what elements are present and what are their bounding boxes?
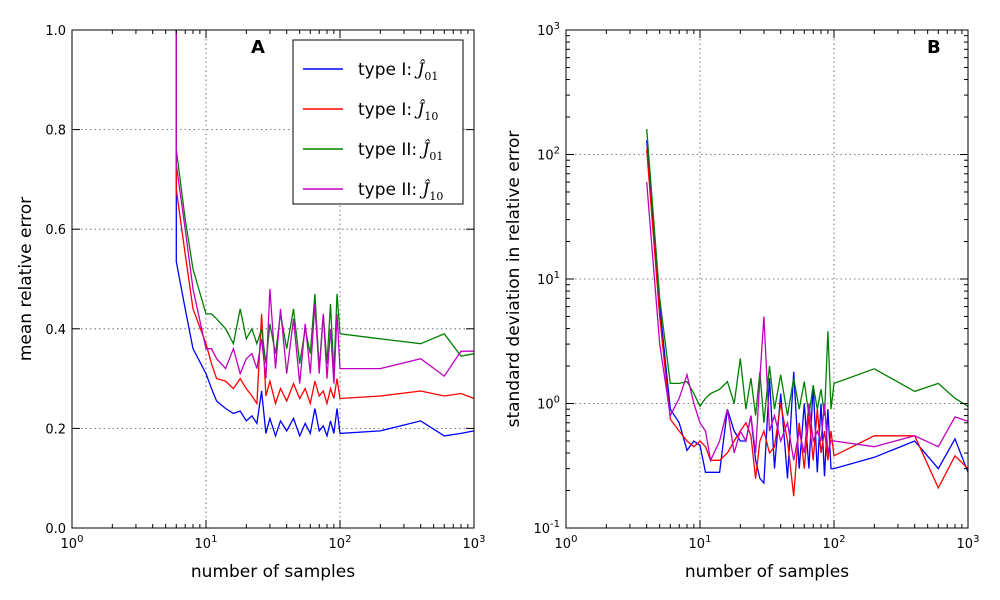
panel-a-x-tick-label-base: 10 [463, 537, 480, 552]
panel-a-xlabel: number of samples [191, 562, 355, 582]
panel-a-x-tick-label: 103 [463, 534, 486, 552]
panel-b-x-tick-label-exponent: 2 [839, 534, 845, 545]
panel-b-x-tick-label-exponent: 1 [705, 534, 711, 545]
legend-label-1: type I: Ĵ01 [358, 60, 438, 83]
panel-b-x-tick-label: 100 [555, 534, 578, 552]
legend-label-text: type II: [358, 180, 423, 200]
panel-a-y-tick-label: 0.8 [45, 124, 66, 139]
legend-label-subscript: 01 [429, 150, 443, 163]
panel-b-x-tick-label: 103 [957, 534, 980, 552]
panel-b-y-tick-label: 101 [537, 270, 560, 288]
legend-label-3: type II: Ĵ01 [358, 140, 443, 163]
legend-label-text: type II: [358, 140, 423, 160]
panel-a-y-tick-label: 0.0 [45, 522, 66, 537]
legend-label-symbol: Ĵ [415, 60, 426, 80]
panel-b-x-tick-label-base: 10 [689, 537, 706, 552]
panel-b-x-tick-label: 101 [689, 534, 712, 552]
panel-a-series-line-3 [175, 30, 474, 374]
panel-a-tag: A [251, 37, 265, 58]
panel-a-x-tick-label: 100 [61, 534, 84, 552]
panel-a-grid [72, 30, 474, 528]
panel-a-x-tick-label-base: 10 [61, 537, 78, 552]
legend-label-text: type I: [358, 60, 418, 80]
panel-b-y-tick-label-base: 10 [537, 24, 554, 39]
panel-a-series-line-4 [175, 30, 474, 384]
legend-label-2: type I: Ĵ10 [358, 100, 438, 123]
panel-b-tag: B [927, 37, 941, 58]
panel-a-series [175, 30, 474, 439]
panel-b-y-tick-label: 10-1 [533, 519, 560, 537]
legend-label-symbol: Ĵ [420, 180, 431, 200]
panel-a-x-tick-label-exponent: 0 [77, 534, 83, 545]
panel-b-axes-frame [565, 29, 969, 529]
panel-a-y-tick-label: 1.0 [45, 24, 66, 39]
panel-b-series-line-2 [646, 149, 968, 497]
panel-b-y-tick-label-base: 10 [533, 522, 550, 537]
legend-label-symbol: Ĵ [415, 100, 426, 120]
panel-b-x-tick-label: 102 [823, 534, 846, 552]
legend-box [292, 39, 464, 205]
panel-b-x-tick-label-base: 10 [555, 537, 572, 552]
panel-b-y-tick-label-exponent: 3 [554, 21, 560, 32]
legend-label-symbol: Ĵ [420, 140, 431, 160]
panel-b-x-tick-label-exponent: 3 [973, 534, 979, 545]
panel-b-xlabel: number of samples [685, 562, 849, 582]
panel-a-x-tick-label-base: 10 [195, 537, 212, 552]
panel-b-x-tick-label-base: 10 [823, 537, 840, 552]
panel-a-ylabel: mean relative error [16, 197, 36, 361]
panel-b-y-tick-label-exponent: 2 [554, 146, 560, 157]
panel-a-x-tick-label-exponent: 3 [479, 534, 485, 545]
panel-b-series-line-3 [646, 129, 968, 423]
panel-b-y-tick-label-exponent: 1 [554, 270, 560, 281]
panel-a-x-tick-label-base: 10 [329, 537, 346, 552]
panel-a-x-tick-label-exponent: 1 [211, 534, 217, 545]
panel-b-y-tick-label-base: 10 [537, 398, 554, 413]
panel-a-y-tick-label: 0.6 [45, 223, 66, 238]
panel-b-y-tick-label: 100 [537, 395, 560, 413]
panel-a-x-tick-label: 101 [195, 534, 218, 552]
panel-a-series-line-1 [175, 30, 474, 439]
legend-label-subscript: 01 [424, 70, 438, 83]
panel-b-y-tick-label: 102 [537, 146, 560, 164]
panel-b-y-tick-label-base: 10 [537, 149, 554, 164]
panel-b-y-tick-label: 103 [537, 21, 560, 39]
panel-a-axes-frame [71, 29, 475, 529]
panel-b-series-line-4 [646, 182, 968, 463]
panel-b-y-tick-label-exponent: -1 [550, 519, 560, 530]
panel-b-series [646, 129, 968, 497]
panel-a-x-tick-label-exponent: 2 [345, 534, 351, 545]
panel-b-grid [566, 30, 968, 528]
legend-label-subscript: 10 [429, 190, 443, 203]
panel-b-y-tick-label-base: 10 [537, 273, 554, 288]
panel-a-y-tick-label: 0.4 [45, 323, 66, 338]
legend-label-subscript: 10 [424, 110, 438, 123]
panel-a-y-tick-label: 0.2 [45, 422, 66, 437]
panel-b-ylabel: standard deviation in relative error [504, 131, 524, 428]
legend-label-text: type I: [358, 100, 418, 120]
panel-a-x-tick-label: 102 [329, 534, 352, 552]
legend-label-4: type II: Ĵ10 [358, 180, 443, 203]
panel-b-x-tick-label-exponent: 0 [571, 534, 577, 545]
panel-a-series-line-2 [175, 30, 474, 407]
panel-b-y-tick-label-exponent: 0 [554, 395, 560, 406]
panel-b-x-tick-label-base: 10 [957, 537, 974, 552]
